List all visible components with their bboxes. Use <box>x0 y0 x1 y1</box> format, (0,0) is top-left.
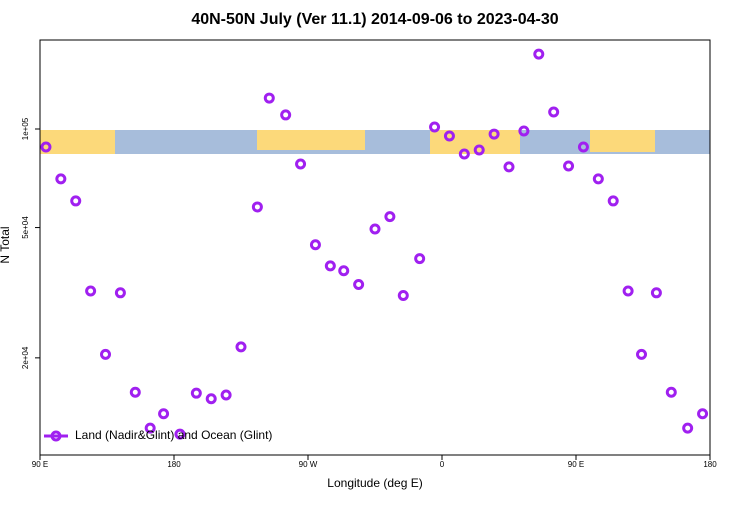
point <box>592 173 604 185</box>
point <box>665 386 677 398</box>
point <box>100 348 112 360</box>
point <box>384 211 396 223</box>
plot-frame <box>39 39 711 456</box>
point <box>70 195 82 207</box>
point <box>622 285 634 297</box>
point <box>650 287 662 299</box>
point <box>205 393 217 405</box>
point <box>85 285 97 297</box>
x-tick-label: 180 <box>703 460 717 469</box>
point <box>563 160 575 172</box>
point <box>295 158 307 170</box>
point <box>429 121 441 133</box>
point <box>488 128 500 140</box>
x-tick-label: 90 W <box>299 460 318 469</box>
point <box>40 141 52 153</box>
point <box>607 195 619 207</box>
point <box>697 408 709 420</box>
land-band <box>257 130 365 150</box>
x-tick-label: 90 E <box>568 460 584 469</box>
point <box>414 253 426 265</box>
point <box>443 130 455 142</box>
point <box>636 348 648 360</box>
legend-label: Land (Nadir&Glint) and Ocean (Glint) <box>75 428 272 442</box>
point <box>55 173 67 185</box>
point <box>251 201 263 213</box>
point <box>190 387 202 399</box>
point <box>114 287 126 299</box>
x-axis-label: Longitude (deg E) <box>327 476 422 490</box>
point <box>309 239 321 251</box>
land-band <box>40 130 115 154</box>
point <box>518 125 530 137</box>
point <box>353 279 365 291</box>
point <box>129 386 141 398</box>
x-tick-label: 90 E <box>32 460 48 469</box>
legend-marker <box>50 430 62 442</box>
x-tick-label: 180 <box>167 460 181 469</box>
point <box>338 265 350 277</box>
point <box>548 106 560 118</box>
point <box>235 341 247 353</box>
point <box>397 290 409 302</box>
y-axis-label: N Total <box>0 226 12 263</box>
point <box>324 260 336 272</box>
land-band <box>590 130 655 152</box>
y-tick-label: 1e+05 <box>21 117 30 140</box>
point <box>577 141 589 153</box>
point <box>369 223 381 235</box>
point <box>263 92 275 104</box>
point <box>682 422 694 434</box>
chart-title: 40N-50N July (Ver 11.1) 2014-09-06 to 20… <box>191 11 558 28</box>
y-tick-label: 5e+04 <box>21 216 30 239</box>
point <box>503 161 515 173</box>
point <box>158 408 170 420</box>
map-band <box>40 130 710 154</box>
x-tick-label: 0 <box>440 460 445 469</box>
point <box>174 428 186 440</box>
point <box>533 48 545 60</box>
point <box>458 148 470 160</box>
point <box>473 144 485 156</box>
point <box>144 422 156 434</box>
point <box>220 389 232 401</box>
y-tick-label: 2e+04 <box>21 346 30 369</box>
point <box>280 109 292 121</box>
